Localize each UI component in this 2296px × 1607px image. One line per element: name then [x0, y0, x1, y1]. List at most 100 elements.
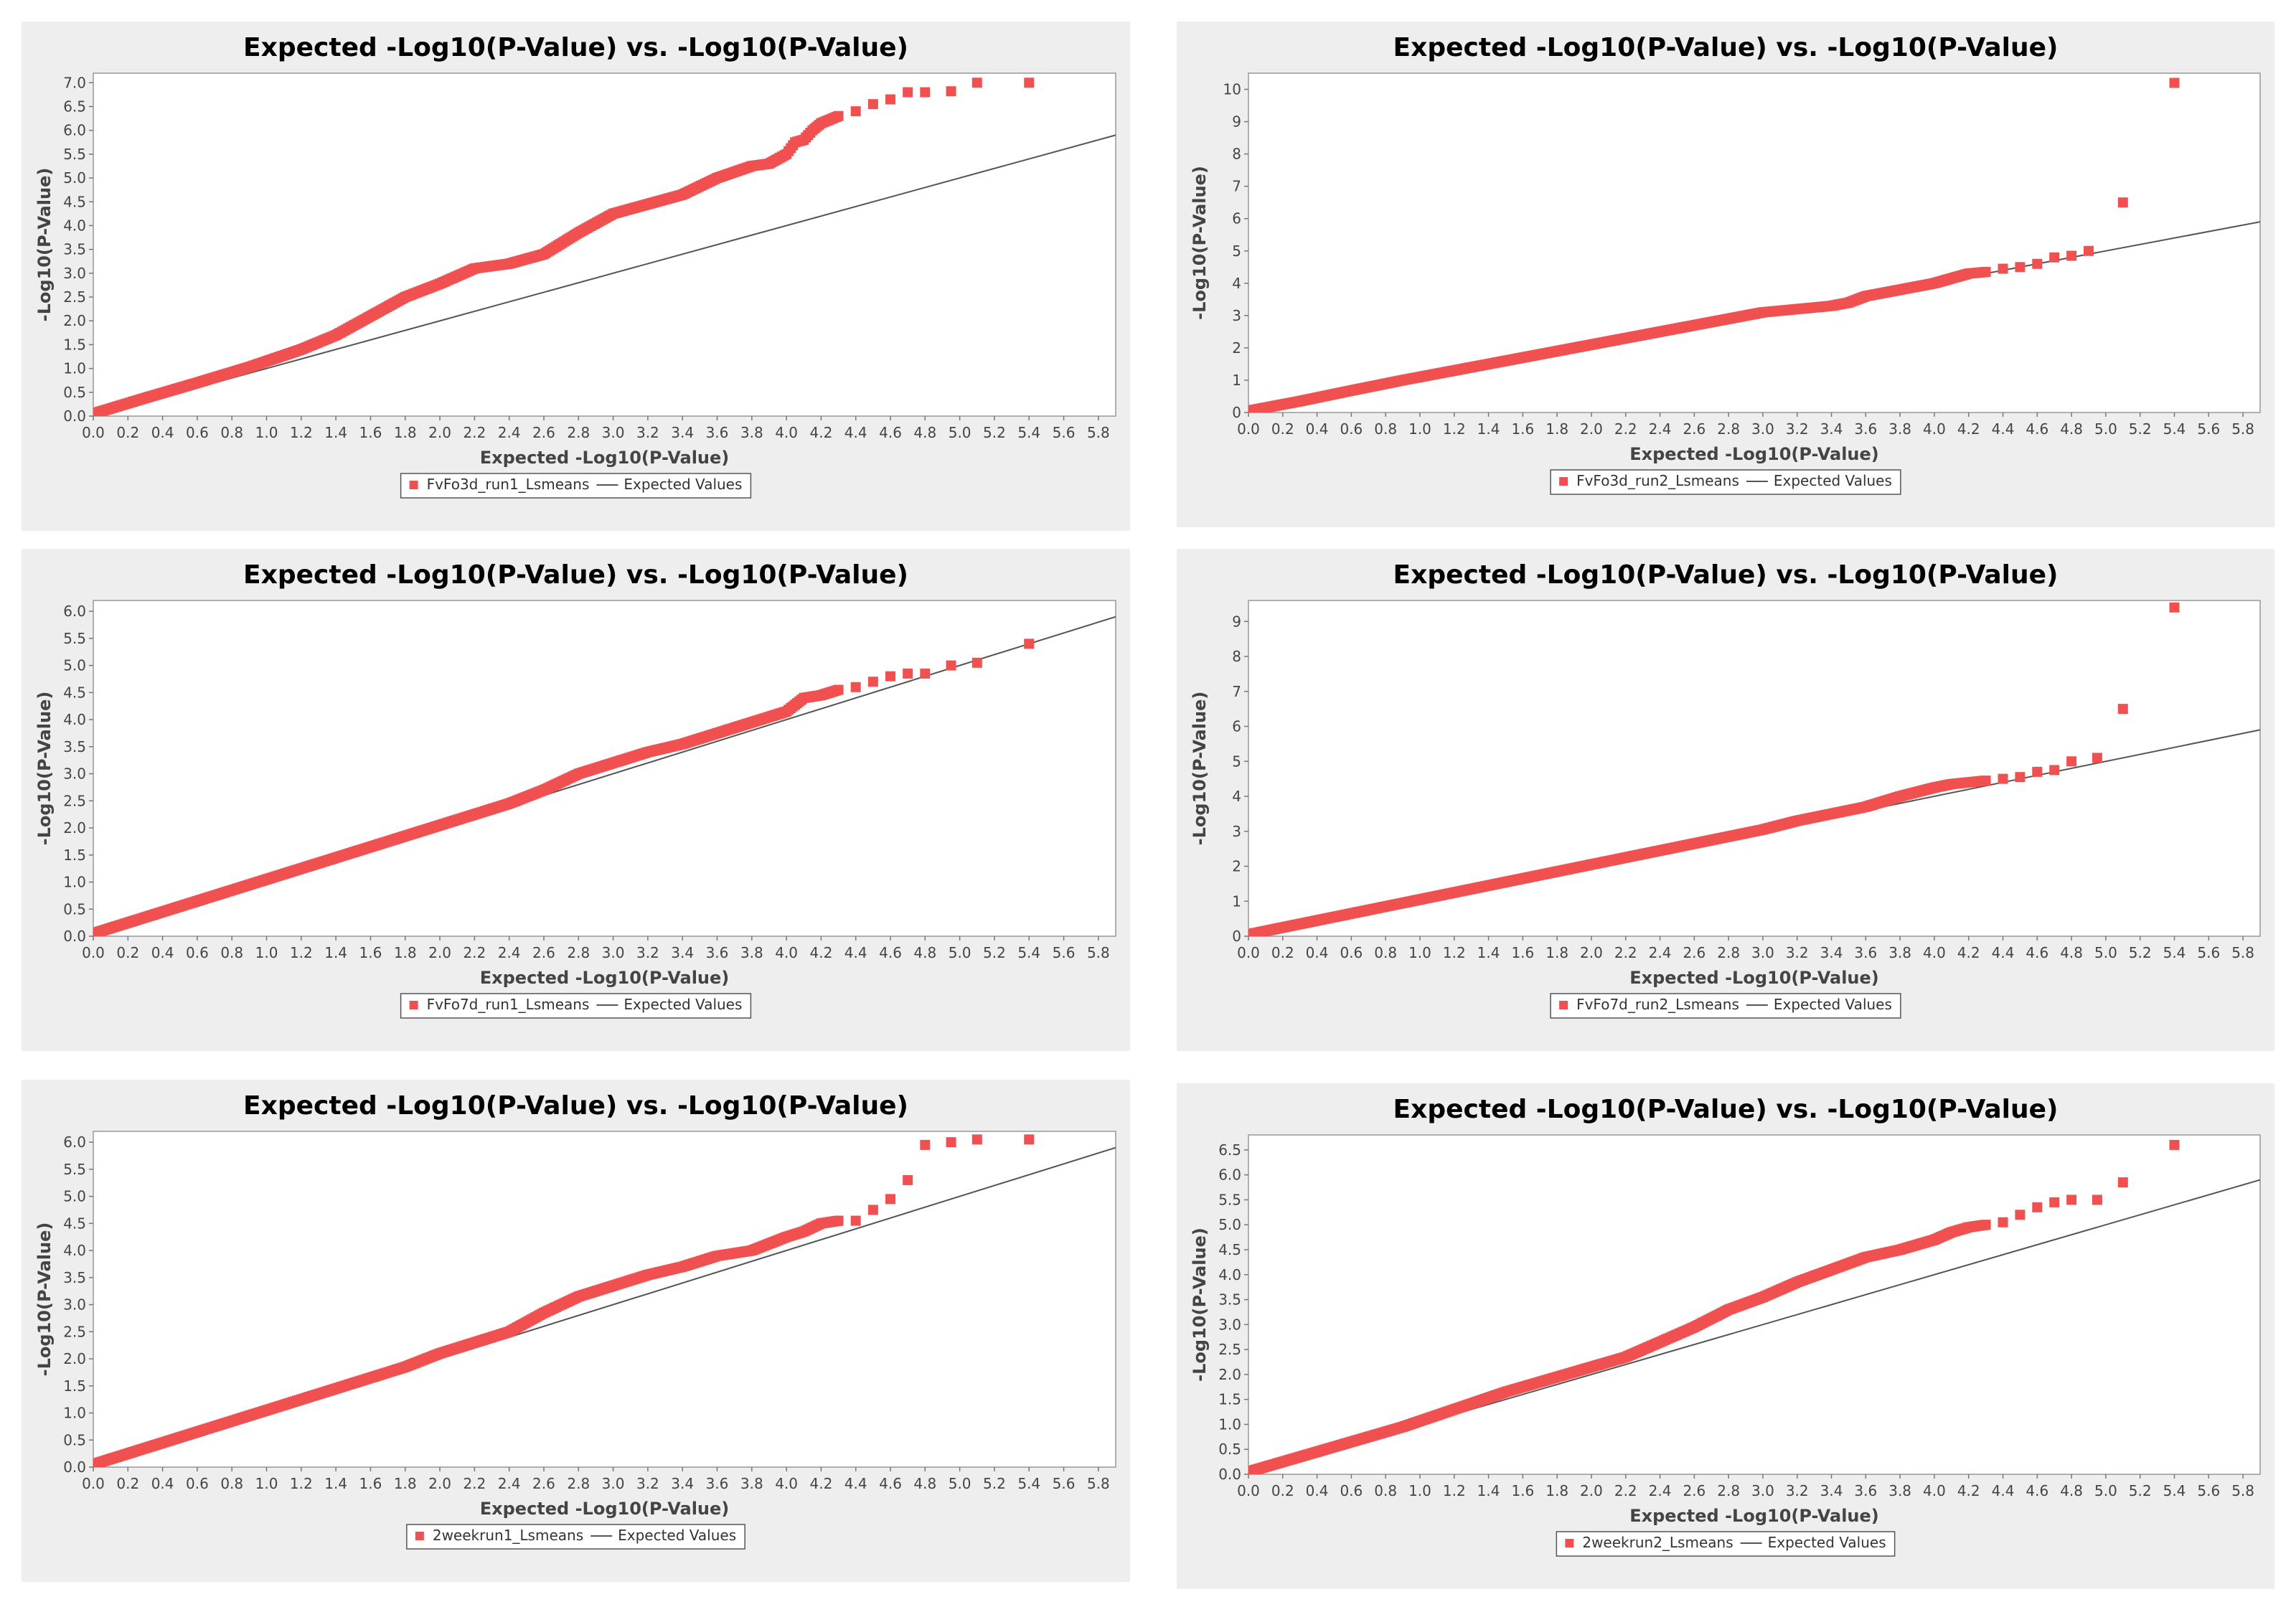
legend: FvFo3d_run1_Lsmeans Expected Values	[400, 473, 752, 499]
y-tick-label: 7	[1232, 178, 1241, 195]
x-tick-label: 2.4	[498, 1475, 521, 1492]
x-tick-label: 0.2	[1271, 420, 1294, 438]
x-tick-label: 4.0	[775, 1475, 798, 1492]
chart-title: Expected -Log10(P-Value) vs. -Log10(P-Va…	[243, 1091, 908, 1121]
chart-title: Expected -Log10(P-Value) vs. -Log10(P-Va…	[1393, 560, 2059, 590]
x-tick-label: 5.2	[983, 424, 1006, 441]
x-tick-label: 1.0	[255, 424, 278, 441]
legend-box	[1556, 1531, 1896, 1557]
x-tick-label: 1.0	[1408, 944, 1431, 961]
y-tick-label: 3.5	[1218, 1291, 1241, 1309]
x-tick-label: 3.6	[1854, 944, 1877, 961]
x-tick-label: 4.2	[810, 424, 833, 441]
x-tick-label: 5.6	[2197, 420, 2220, 438]
x-tick-label: 0.8	[220, 1475, 243, 1492]
y-tick-label: 5.0	[63, 169, 86, 187]
qq-plot-panel-1: Expected -Log10(P-Value) vs. -Log10(P-Va…	[22, 22, 1130, 531]
x-tick-label: 1.4	[1477, 944, 1500, 961]
x-tick-label: 4.6	[879, 1475, 902, 1492]
plot-area	[1248, 600, 2261, 937]
outlier-point	[946, 1137, 956, 1148]
y-tick-label: 2	[1232, 339, 1241, 357]
x-tick-label: 3.6	[1854, 1482, 1877, 1499]
legend: 2weekrun2_Lsmeans Expected Values	[1556, 1531, 1896, 1557]
x-tick-label: 0.2	[116, 1475, 139, 1492]
x-tick-label: 2.2	[1614, 944, 1637, 961]
x-tick-label: 5.4	[2163, 1482, 2186, 1499]
x-tick-label: 0.8	[1374, 420, 1397, 438]
x-tick-label: 0.6	[186, 424, 209, 441]
x-tick-label: 0.4	[1306, 944, 1329, 961]
y-tick-label: 5	[1232, 753, 1241, 770]
y-tick-label: 0	[1232, 404, 1241, 421]
x-tick-label: 2.0	[428, 1475, 451, 1492]
y-tick-label: 5.0	[1218, 1216, 1241, 1233]
outlier-point	[2117, 197, 2128, 208]
y-tick-label: 6.5	[1218, 1141, 1241, 1159]
x-tick-label: 1.6	[359, 944, 382, 961]
y-tick-label: 2	[1232, 858, 1241, 875]
x-tick-label: 5.8	[2231, 420, 2254, 438]
outlier-point	[2015, 262, 2026, 273]
legend-marker-icon	[1559, 1001, 1568, 1009]
outlier-point	[2066, 250, 2077, 261]
x-tick-label: 1.0	[1408, 1482, 1431, 1499]
y-tick-label: 4.5	[63, 1215, 86, 1232]
x-tick-label: 0.2	[1271, 1482, 1294, 1499]
y-tick-label: 3.0	[1218, 1316, 1241, 1333]
x-tick-label: 0.8	[220, 944, 243, 961]
x-tick-label: 0.0	[1237, 944, 1260, 961]
x-tick-label: 4.4	[844, 1475, 867, 1492]
x-tick-label: 1.0	[255, 1475, 278, 1492]
y-tick-label: 2.0	[63, 1350, 86, 1367]
x-tick-label: 3.0	[1751, 944, 1774, 961]
x-tick-label: 3.4	[671, 1475, 694, 1492]
x-tick-label: 4.8	[2060, 944, 2083, 961]
y-tick-label: 7.0	[63, 74, 86, 91]
outlier-point	[2092, 753, 2102, 763]
y-tick-label: 1.0	[63, 1405, 86, 1422]
x-tick-label: 1.4	[1477, 420, 1500, 438]
legend-box	[1550, 469, 1901, 495]
x-tick-label: 2.8	[1717, 1482, 1740, 1499]
data-point	[1980, 267, 1991, 278]
expected-values-line	[93, 134, 1116, 416]
x-tick-label: 3.4	[1820, 944, 1843, 961]
x-tick-label: 4.2	[1957, 1482, 1980, 1499]
y-axis-label: -Log10(P-Value)	[1190, 692, 1210, 846]
x-tick-label: 0.0	[82, 1475, 105, 1492]
y-tick-label: 0.5	[1218, 1441, 1241, 1458]
legend-box	[400, 993, 752, 1019]
legend-marker-icon	[415, 1532, 424, 1540]
y-tick-label: 1.5	[63, 336, 86, 353]
y-tick-label: 0.5	[63, 900, 86, 918]
x-tick-label: 5.6	[1053, 944, 1076, 961]
outlier-point	[850, 1215, 861, 1226]
x-tick-label: 1.2	[290, 424, 313, 441]
x-tick-label: 1.8	[1545, 420, 1568, 438]
legend-box	[400, 473, 752, 499]
x-tick-label: 0.8	[1374, 1482, 1397, 1499]
x-tick-label: 2.2	[463, 424, 486, 441]
y-tick-label: 3	[1232, 823, 1241, 840]
legend-series-label: FvFo3d_run1_Lsmeans	[427, 476, 590, 493]
outlier-point	[2049, 765, 2060, 776]
x-tick-label: 1.2	[1443, 1482, 1466, 1499]
x-tick-label: 5.2	[983, 1475, 1006, 1492]
outlier-point	[971, 1134, 982, 1145]
x-tick-label: 3.2	[1786, 944, 1809, 961]
x-tick-label: 0.6	[1340, 944, 1363, 961]
x-tick-label: 2.4	[498, 944, 521, 961]
qq-plot-6: Expected -Log10(P-Value) vs. -Log10(P-Va…	[1190, 1095, 2261, 1557]
outlier-point	[903, 668, 913, 679]
x-tick-label: 4.0	[1923, 420, 1946, 438]
outlier-point	[2049, 1197, 2060, 1207]
x-tick-label: 4.4	[1992, 1482, 2015, 1499]
y-tick-label: 7	[1232, 683, 1241, 700]
x-tick-label: 5.4	[2163, 944, 2186, 961]
x-tick-label: 5.2	[983, 944, 1006, 961]
outlier-point	[2117, 704, 2128, 715]
x-tick-label: 1.8	[394, 1475, 417, 1492]
x-tick-label: 2.2	[463, 1475, 486, 1492]
x-axis-label: Expected -Log10(P-Value)	[480, 1499, 730, 1519]
